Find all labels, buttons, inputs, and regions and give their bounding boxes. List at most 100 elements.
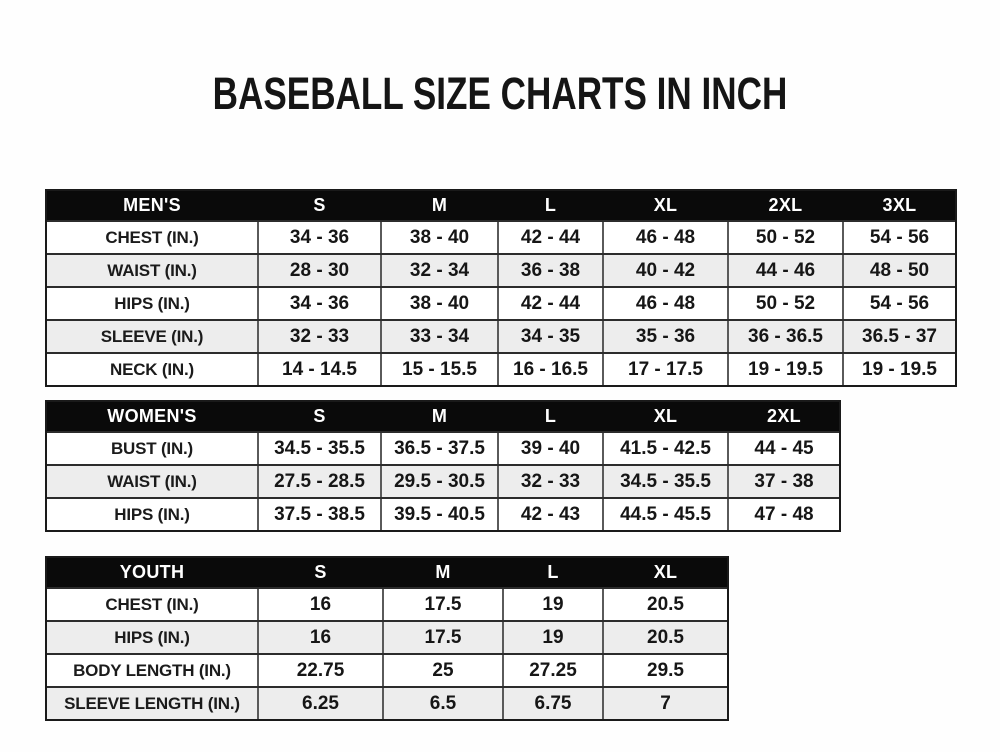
mens-row: SLEEVE (IN.) 32 - 33 33 - 34 34 - 35 35 - 36… — [47, 319, 955, 352]
size-value: 19 - 19.5 — [727, 354, 842, 385]
row-label: HIPS (IN.) — [114, 504, 190, 524]
size-value: 34 - 35 — [497, 321, 602, 352]
womens-group-header: WOMEN'S — [107, 406, 197, 426]
womens-row: WAIST (IN.) 27.5 - 28.5 29.5 - 30.5 32 - 33… — [47, 464, 839, 497]
row-label: BODY LENGTH (IN.) — [73, 660, 231, 680]
womens-size-column-header: S — [257, 402, 380, 431]
size-value: 32 - 34 — [380, 255, 497, 286]
size-value: 34.5 - 35.5 — [257, 433, 380, 464]
page-title: BASEBALL SIZE CHARTS IN INCH — [212, 68, 788, 119]
size-value: 37 - 38 — [727, 466, 839, 497]
size-value: 54 - 56 — [842, 222, 955, 253]
mens-header-row: MEN'S S M L XL 2XL 3XL — [47, 191, 955, 220]
size-value: 29.5 — [602, 655, 727, 686]
size-value: 42 - 44 — [497, 288, 602, 319]
size-value: 34 - 36 — [257, 222, 380, 253]
mens-row: WAIST (IN.) 28 - 30 32 - 34 36 - 38 40 - 42 4… — [47, 253, 955, 286]
size-value: 33 - 34 — [380, 321, 497, 352]
size-value: 14 - 14.5 — [257, 354, 380, 385]
mens-row: NECK (IN.) 14 - 14.5 15 - 15.5 16 - 16.5 17 … — [47, 352, 955, 385]
size-value: 32 - 33 — [257, 321, 380, 352]
womens-row: BUST (IN.) 34.5 - 35.5 36.5 - 37.5 39 - 40 4… — [47, 431, 839, 464]
size-value: 37.5 - 38.5 — [257, 499, 380, 530]
size-value: 15 - 15.5 — [380, 354, 497, 385]
size-value: 36 - 38 — [497, 255, 602, 286]
youth-size-column-header: S — [257, 558, 382, 587]
size-value: 50 - 52 — [727, 222, 842, 253]
size-value: 16 — [257, 622, 382, 653]
row-label: HIPS (IN.) — [114, 627, 190, 647]
size-value: 19 — [502, 589, 602, 620]
size-value: 54 - 56 — [842, 288, 955, 319]
mens-size-column-header: 2XL — [727, 191, 842, 220]
size-value: 19 - 19.5 — [842, 354, 955, 385]
mens-group-header: MEN'S — [123, 195, 181, 215]
row-label: WAIST (IN.) — [107, 471, 197, 491]
size-value: 34 - 36 — [257, 288, 380, 319]
youth-row: BODY LENGTH (IN.) 22.75 25 27.25 29.5 — [47, 653, 727, 686]
size-value: 22.75 — [257, 655, 382, 686]
size-value: 17.5 — [382, 622, 502, 653]
size-value: 38 - 40 — [380, 288, 497, 319]
size-value: 47 - 48 — [727, 499, 839, 530]
mens-size-column-header: S — [257, 191, 380, 220]
youth-row: CHEST (IN.) 16 17.5 19 20.5 — [47, 587, 727, 620]
mens-row: HIPS (IN.) 34 - 36 38 - 40 42 - 44 46 - 48 50… — [47, 286, 955, 319]
size-value: 50 - 52 — [727, 288, 842, 319]
size-value: 42 - 44 — [497, 222, 602, 253]
size-value: 28 - 30 — [257, 255, 380, 286]
size-value: 46 - 48 — [602, 222, 727, 253]
row-label: HIPS (IN.) — [114, 293, 190, 313]
youth-row: SLEEVE LENGTH (IN.) 6.25 6.5 6.75 7 — [47, 686, 727, 719]
row-label: CHEST (IN.) — [105, 227, 199, 247]
size-value: 44 - 46 — [727, 255, 842, 286]
mens-size-column-header: L — [497, 191, 602, 220]
size-value: 40 - 42 — [602, 255, 727, 286]
size-value: 39.5 - 40.5 — [380, 499, 497, 530]
row-label: SLEEVE LENGTH (IN.) — [64, 693, 240, 713]
size-value: 20.5 — [602, 589, 727, 620]
youth-header-row: YOUTH S M L XL — [47, 558, 727, 587]
mens-size-column-header: M — [380, 191, 497, 220]
womens-header-row: WOMEN'S S M L XL 2XL — [47, 402, 839, 431]
size-value: 29.5 - 30.5 — [380, 466, 497, 497]
youth-size-table: YOUTH S M L XL CHEST (IN.) 16 17.5 19 20.5 HIPS (I… — [45, 556, 729, 721]
size-value: 25 — [382, 655, 502, 686]
youth-size-column-header: L — [502, 558, 602, 587]
womens-size-column-header: M — [380, 402, 497, 431]
womens-size-table: WOMEN'S S M L XL 2XL BUST (IN.) 34.5 - 35.5 36.5… — [45, 400, 841, 532]
size-value: 6.75 — [502, 688, 602, 719]
youth-group-header: YOUTH — [119, 562, 185, 582]
mens-size-column-header: XL — [602, 191, 727, 220]
mens-size-column-header: 3XL — [842, 191, 955, 220]
size-value: 48 - 50 — [842, 255, 955, 286]
womens-row: HIPS (IN.) 37.5 - 38.5 39.5 - 40.5 42 - 43 4… — [47, 497, 839, 530]
size-value: 7 — [602, 688, 727, 719]
size-value: 46 - 48 — [602, 288, 727, 319]
size-value: 16 - 16.5 — [497, 354, 602, 385]
size-value: 36.5 - 37 — [842, 321, 955, 352]
womens-size-column-header: L — [497, 402, 602, 431]
row-label: WAIST (IN.) — [107, 260, 197, 280]
size-value: 32 - 33 — [497, 466, 602, 497]
youth-size-column-header: XL — [602, 558, 727, 587]
size-value: 17 - 17.5 — [602, 354, 727, 385]
size-value: 35 - 36 — [602, 321, 727, 352]
size-value: 27.25 — [502, 655, 602, 686]
size-value: 6.25 — [257, 688, 382, 719]
size-value: 44.5 - 45.5 — [602, 499, 727, 530]
youth-row: HIPS (IN.) 16 17.5 19 20.5 — [47, 620, 727, 653]
size-value: 39 - 40 — [497, 433, 602, 464]
size-value: 42 - 43 — [497, 499, 602, 530]
size-value: 20.5 — [602, 622, 727, 653]
row-label: NECK (IN.) — [110, 359, 194, 379]
mens-row: CHEST (IN.) 34 - 36 38 - 40 42 - 44 46 - 48 5… — [47, 220, 955, 253]
youth-size-column-header: M — [382, 558, 502, 587]
size-value: 38 - 40 — [380, 222, 497, 253]
size-value: 16 — [257, 589, 382, 620]
mens-size-table: MEN'S S M L XL 2XL 3XL CHEST (IN.) 34 - 36 38 - 4… — [45, 189, 957, 387]
row-label: BUST (IN.) — [110, 438, 194, 458]
size-value: 44 - 45 — [727, 433, 839, 464]
size-value: 6.5 — [382, 688, 502, 719]
womens-size-column-header: XL — [602, 402, 727, 431]
